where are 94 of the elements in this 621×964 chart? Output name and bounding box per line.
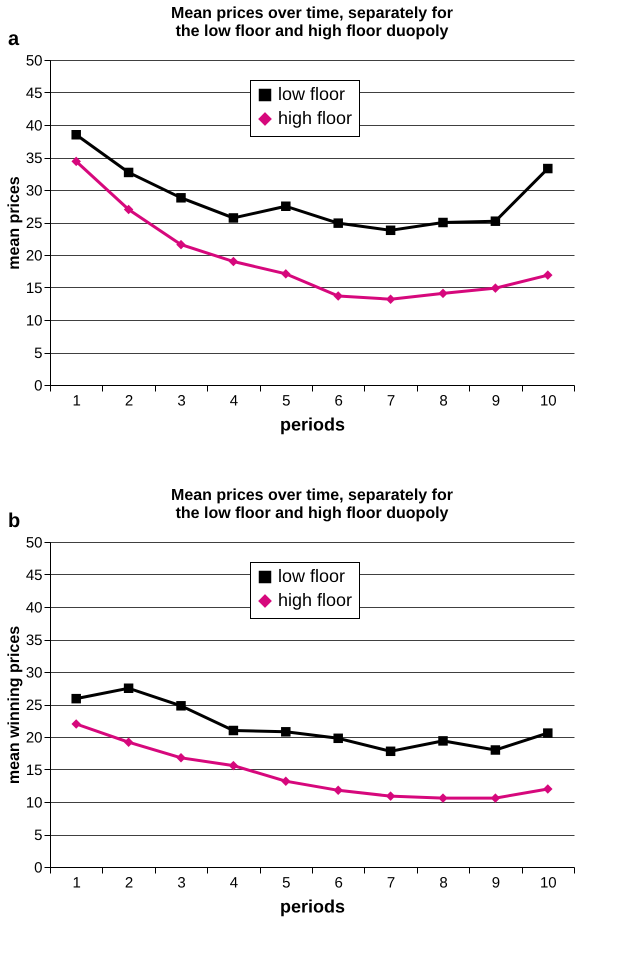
point	[543, 164, 553, 174]
x-tick-label: 7	[386, 874, 396, 892]
y-tick-label: 50	[26, 534, 42, 552]
legend-label: low floor	[278, 566, 346, 586]
point	[124, 168, 134, 178]
y-tick-label: 10	[26, 312, 42, 330]
y-tick-label: 15	[26, 762, 42, 779]
x-tick-label: 3	[177, 392, 186, 410]
point	[333, 291, 343, 301]
point	[124, 737, 134, 747]
point	[490, 283, 500, 293]
point	[176, 193, 186, 203]
point	[333, 218, 343, 228]
y-tick-label: 10	[26, 794, 42, 812]
x-tick-label: 3	[177, 874, 186, 892]
y-tick-label: 45	[26, 85, 42, 102]
point	[386, 746, 396, 756]
point	[281, 269, 291, 279]
x-tick-label: 10	[540, 392, 557, 410]
x-tick-label: 5	[282, 874, 290, 892]
x-tick-label: 6	[334, 874, 343, 892]
x-tick-label: 2	[124, 874, 134, 892]
point	[438, 793, 448, 803]
point	[543, 784, 553, 794]
point	[438, 218, 448, 228]
point	[71, 694, 81, 704]
y-tick-label: 40	[26, 118, 42, 134]
x-tick-label: 10	[540, 874, 557, 892]
point	[176, 753, 186, 763]
chart-title: Mean prices over time, separately for the low floor and high floor duopoly	[171, 487, 453, 522]
legend-label: high floor	[278, 108, 352, 128]
point	[438, 736, 448, 746]
point	[176, 701, 186, 711]
point	[71, 719, 81, 729]
point	[228, 256, 238, 266]
point	[124, 684, 134, 693]
x-tick-label: 4	[230, 392, 238, 410]
x-tick-label: 2	[124, 392, 134, 410]
point	[386, 791, 396, 801]
y-tick-label: 0	[34, 378, 42, 394]
x-tick-label: 1	[72, 874, 81, 892]
y-tick-label: 0	[34, 860, 42, 876]
x-tick-label: 8	[439, 874, 448, 892]
y-tick-label: 45	[26, 567, 42, 584]
point	[490, 216, 500, 226]
point	[71, 156, 81, 166]
x-tick-label: 1	[72, 392, 81, 410]
y-axis-title: mean prices	[6, 176, 23, 270]
y-axis-title: mean winning prices	[6, 626, 23, 784]
y-tick-label: 5	[34, 345, 42, 362]
y-tick-label: 35	[26, 632, 42, 649]
y-tick-label: 25	[26, 215, 42, 232]
point	[228, 213, 238, 223]
y-tick-label: 15	[26, 280, 42, 297]
point	[438, 288, 448, 298]
point	[124, 204, 134, 214]
legend-label: high floor	[278, 590, 352, 610]
x-tick-label: 5	[282, 392, 290, 410]
point	[281, 202, 291, 211]
point	[490, 745, 500, 755]
point	[386, 226, 396, 236]
y-tick-label: 20	[26, 248, 42, 264]
point	[490, 793, 500, 803]
point	[543, 270, 553, 280]
point	[333, 786, 343, 796]
x-tick-label: 4	[230, 874, 238, 892]
x-tick-label: 9	[492, 874, 500, 892]
y-tick-label: 50	[26, 52, 42, 70]
point	[333, 734, 343, 744]
x-tick-label: 6	[334, 392, 343, 410]
point	[228, 760, 238, 770]
y-tick-label: 35	[26, 150, 42, 167]
point	[543, 728, 553, 738]
y-tick-label: 30	[26, 664, 42, 682]
text: a	[8, 28, 20, 51]
point	[71, 130, 81, 140]
point	[176, 240, 186, 250]
y-tick-label: 30	[26, 182, 42, 200]
point	[281, 727, 291, 737]
point	[228, 726, 238, 736]
y-tick-label: 25	[26, 697, 42, 714]
point	[386, 294, 396, 304]
x-axis-title: periods	[280, 414, 346, 434]
x-axis-title: periods	[280, 896, 346, 916]
y-tick-label: 5	[34, 827, 42, 844]
text: b	[8, 510, 20, 533]
y-tick-label: 20	[26, 730, 42, 746]
y-tick-label: 40	[26, 600, 42, 616]
x-tick-label: 7	[386, 392, 396, 410]
x-tick-label: 8	[439, 392, 448, 410]
point	[281, 776, 291, 786]
chart-title: Mean prices over time, separately for the low floor and high floor duopoly	[171, 5, 453, 40]
legend-label: low floor	[278, 84, 346, 104]
x-tick-label: 9	[492, 392, 500, 410]
